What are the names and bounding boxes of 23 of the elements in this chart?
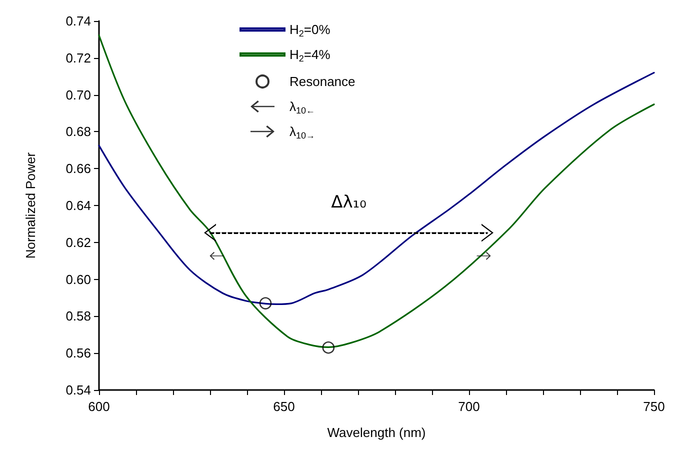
annotation: Δλ₁₀ xyxy=(331,192,367,212)
y-tick-label: 0.70 xyxy=(66,87,91,102)
point xyxy=(259,297,272,310)
y-tick-label: 0.64 xyxy=(66,198,91,213)
y-tick-label: 0.66 xyxy=(66,161,91,176)
y-tick-label: 0.74 xyxy=(66,14,91,28)
y-tick-label: 0.58 xyxy=(66,308,91,324)
legend-label: Resonance xyxy=(290,74,356,89)
y-tick-label: 0.56 xyxy=(66,346,91,361)
y-tick-label: 0.62 xyxy=(66,234,91,250)
x-axis-title: Wavelength (nm) xyxy=(327,425,426,440)
x-tick-label: 600 xyxy=(88,399,110,414)
x-tick-label: 750 xyxy=(643,399,665,414)
y-axis-title: Normalized Power xyxy=(23,152,38,259)
y-tick-label: 0.72 xyxy=(66,50,91,66)
y-tick-label: 0.60 xyxy=(66,272,91,287)
line-series xyxy=(98,72,655,306)
point xyxy=(322,341,335,354)
x-tick-label: 650 xyxy=(273,399,295,414)
y-tick-label: 0.54 xyxy=(66,382,91,398)
line-series xyxy=(98,34,655,348)
x-tick-label: 700 xyxy=(458,399,480,414)
y-tick-label: 0.68 xyxy=(66,124,91,140)
